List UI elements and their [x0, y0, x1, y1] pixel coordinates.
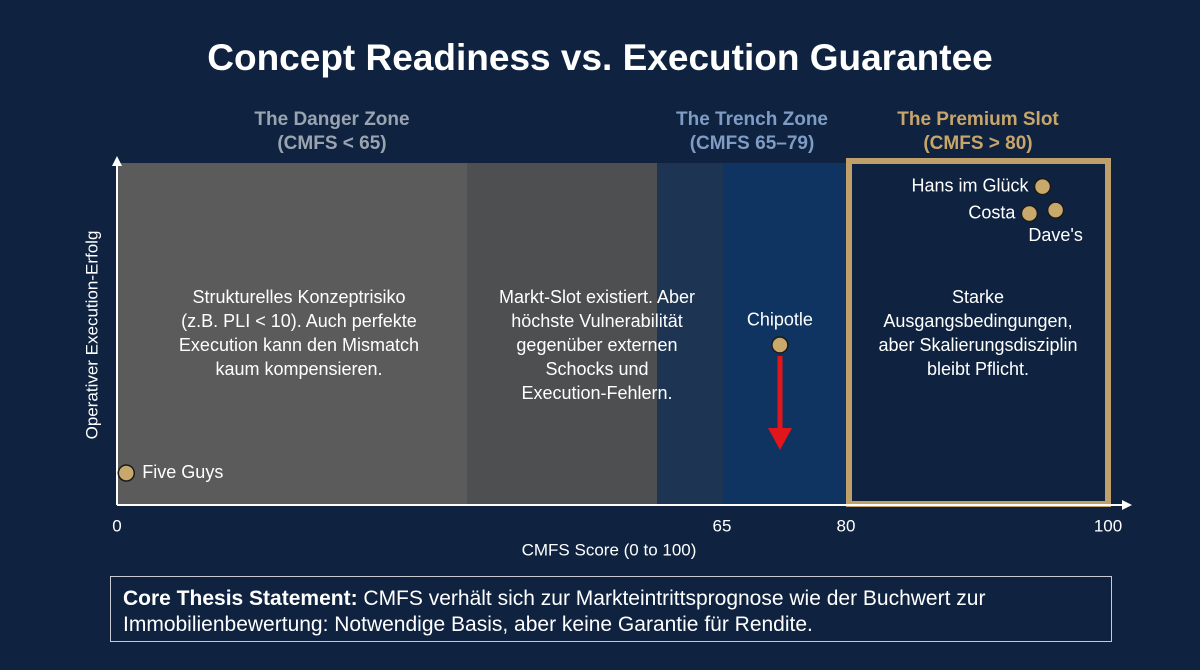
point — [1046, 201, 1065, 219]
thesis-box: Core Thesis Statement: CMFS verhält sich… — [110, 576, 1112, 642]
zone-range: (CMFS < 65) — [277, 133, 386, 154]
zone-bg — [117, 163, 467, 505]
y-axis-arrow — [112, 156, 122, 166]
point-label: Five Guys — [142, 462, 223, 482]
x-axis-arrow — [1122, 500, 1132, 510]
zone-note: Execution kann den Mismatch — [179, 335, 419, 355]
zone-note: bleibt Pflicht. — [927, 359, 1029, 379]
zone-note: Markt-Slot existiert. Aber — [499, 287, 695, 307]
x-tick-label: 100 — [1094, 516, 1122, 535]
zone-note: kaum kompensieren. — [215, 359, 382, 379]
zone-note: aber Skalierungsdisziplin — [878, 335, 1077, 355]
point — [771, 336, 789, 354]
zone-note: Starke — [952, 287, 1004, 307]
zone-note: höchste Vulnerabilität — [511, 311, 682, 331]
zone-range: (CMFS 65–79) — [690, 133, 815, 154]
point — [117, 464, 136, 482]
zone-bg — [467, 163, 657, 505]
chart: Concept Readiness vs. Execution Guarante… — [82, 37, 1132, 559]
chart-title: Concept Readiness vs. Execution Guarante… — [207, 37, 992, 78]
thesis-text: CMFS verhält sich zur Markteintrittsprog… — [123, 587, 986, 636]
zone-bg — [723, 163, 848, 505]
zone-note: gegenüber externen — [516, 335, 677, 355]
x-tick-label: 0 — [112, 516, 121, 535]
zone-title: The Premium Slot — [897, 109, 1059, 130]
x-axis-label: CMFS Score (0 to 100) — [522, 540, 697, 559]
zone-note: (z.B. PLI < 10). Auch perfekte — [181, 311, 417, 331]
zone-title: The Trench Zone — [676, 109, 828, 130]
point-label: Dave's — [1028, 225, 1082, 245]
zone-note: Execution-Fehlern. — [521, 383, 672, 403]
zone-range: (CMFS > 80) — [923, 133, 1032, 154]
point-label: Costa — [968, 202, 1016, 222]
point-label: Hans im Glück — [911, 175, 1029, 195]
zone-note: Strukturelles Konzeptrisiko — [192, 287, 405, 307]
zone-note: Schocks und — [545, 359, 648, 379]
drop-arrow-head — [768, 428, 792, 450]
zone-bg — [657, 163, 723, 505]
zone-title: The Danger Zone — [254, 109, 409, 130]
x-tick-label: 80 — [837, 516, 856, 535]
thesis-lead: Core Thesis Statement: — [123, 587, 358, 610]
x-tick-label: 65 — [713, 516, 732, 535]
point-label: Chipotle — [747, 310, 813, 330]
y-axis-label: Operativer Execution-Erfolg — [82, 231, 101, 440]
zone-note: Ausgangsbedingungen, — [883, 311, 1072, 331]
point — [1033, 177, 1052, 196]
point — [1020, 204, 1039, 223]
